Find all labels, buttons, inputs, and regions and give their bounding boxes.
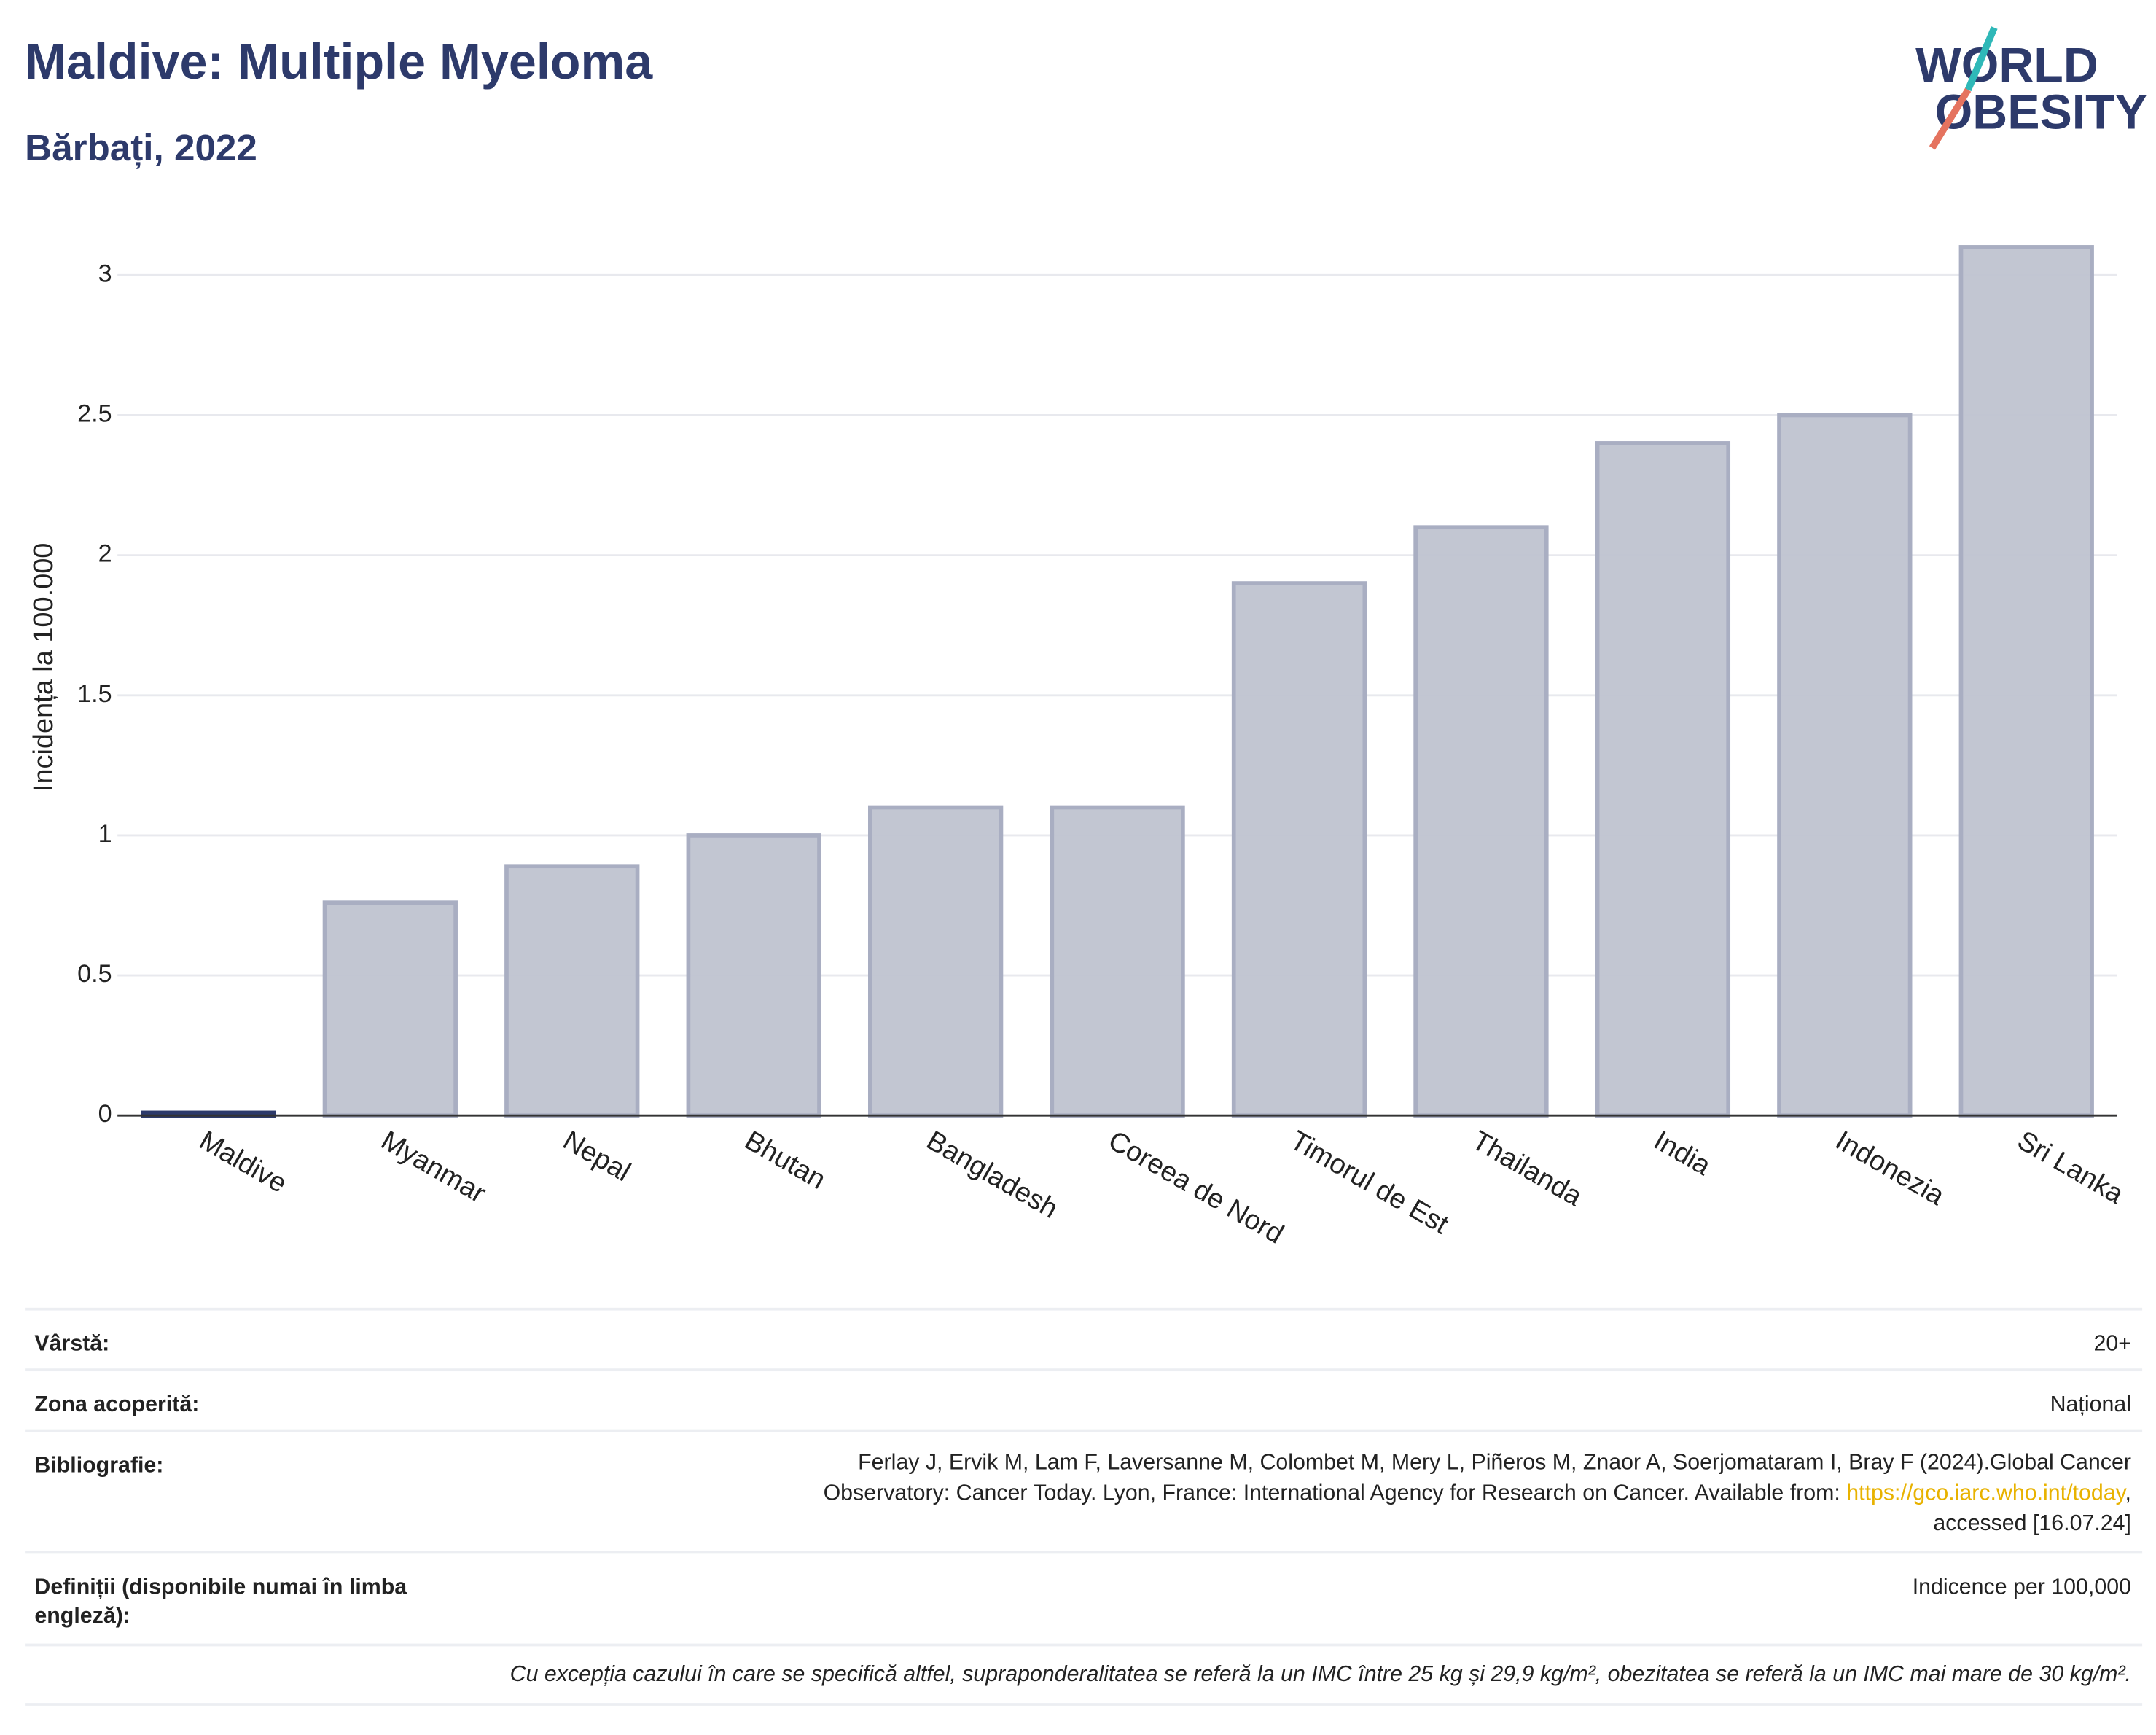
x-tick-label: Sri Lanka: [2012, 1125, 2129, 1210]
x-tick-label: Bhutan: [740, 1125, 831, 1195]
y-tick-label: 1: [98, 820, 112, 848]
x-tick-label: Nepal: [558, 1125, 636, 1188]
y-tick-label: 0.5: [77, 960, 112, 988]
bar: [1958, 245, 2094, 1118]
table-row: [25, 1643, 2143, 1706]
y-tick-label: 0: [98, 1100, 112, 1128]
logo-line1: WORLD: [1915, 39, 2098, 93]
y-tick-label: 1.5: [77, 680, 112, 708]
table-row: Bibliografie: Ferlay J, Ervik M, Lam F, …: [25, 1429, 2143, 1554]
bar: [867, 805, 1004, 1118]
bar: [1050, 805, 1185, 1118]
row-value: Indicence per 100,000: [1912, 1575, 2131, 1599]
bar: [1595, 441, 1731, 1118]
table-row: Vârstă: 20+: [25, 1307, 2143, 1371]
y-tick-label: 2: [98, 540, 112, 568]
logo-line2: OBESITY: [1935, 85, 2147, 139]
x-tick-label: Indonezia: [1830, 1125, 1950, 1212]
row-value: Ferlay J, Ervik M, Lam F, Laversanne M, …: [824, 1449, 2131, 1540]
logo: WORLD OBESITY: [1915, 26, 2147, 150]
table-row: Zona acoperită: Național: [25, 1368, 2143, 1432]
row-value: 20+: [2093, 1332, 2131, 1357]
bib-text: Ferlay J, Ervik M, Lam F, Laversanne M, …: [858, 1451, 2131, 1475]
x-tick-label: Myanmar: [376, 1125, 491, 1209]
row-value: Național: [2050, 1393, 2131, 1417]
x-tick-label: Maldive: [194, 1125, 292, 1199]
row-label: Zona acoperită:: [34, 1393, 200, 1417]
x-tick-label: Timorul de Est: [1285, 1125, 1454, 1240]
row-label: Bibliografie:: [34, 1454, 164, 1478]
bar: [1413, 525, 1549, 1118]
subtitle: Bărbați, 2022: [25, 127, 257, 169]
y-tick-label: 2.5: [77, 399, 112, 427]
bar: [686, 833, 821, 1118]
bib-link[interactable]: https://gco.iarc.who.int/today: [1846, 1481, 2125, 1505]
x-tick-label: Coreea de Nord: [1103, 1125, 1289, 1249]
bar: [504, 864, 640, 1118]
footnote: Cu excepția cazului în care se specifică…: [509, 1663, 2131, 1687]
x-tick-label: Thailanda: [1466, 1125, 1587, 1212]
bib-text: accessed [16.07.24]: [1933, 1512, 2131, 1536]
bib-text: Observatory: Cancer Today. Lyon, France:…: [823, 1481, 1847, 1505]
table-end: [25, 1703, 2143, 1706]
row-label: Vârstă:: [34, 1332, 110, 1357]
table-row: Definiții (disponibile numai în limba en…: [25, 1551, 2143, 1647]
bar: [1777, 413, 1913, 1118]
bar: [322, 900, 458, 1118]
logo-slash-bottom: [1929, 87, 1972, 150]
logo-slash-top: [1964, 26, 1998, 92]
y-tick-label: 3: [98, 260, 112, 287]
x-tick-label: Bangladesh: [921, 1125, 1063, 1224]
bib-text: ,: [2125, 1481, 2131, 1505]
chart: 0 0.5 1 1.5 2 2.5 3 Incidența la 100.000 Maldive…: [28, 245, 2129, 1250]
title: Maldive: Multiple Myeloma: [25, 33, 653, 90]
y-axis-title: Incidența la 100.000: [28, 543, 59, 792]
x-tick-label: India: [1649, 1125, 1716, 1182]
bar: [1231, 581, 1367, 1118]
row-label: Definiții (disponibile numai în limba en…: [34, 1575, 407, 1629]
